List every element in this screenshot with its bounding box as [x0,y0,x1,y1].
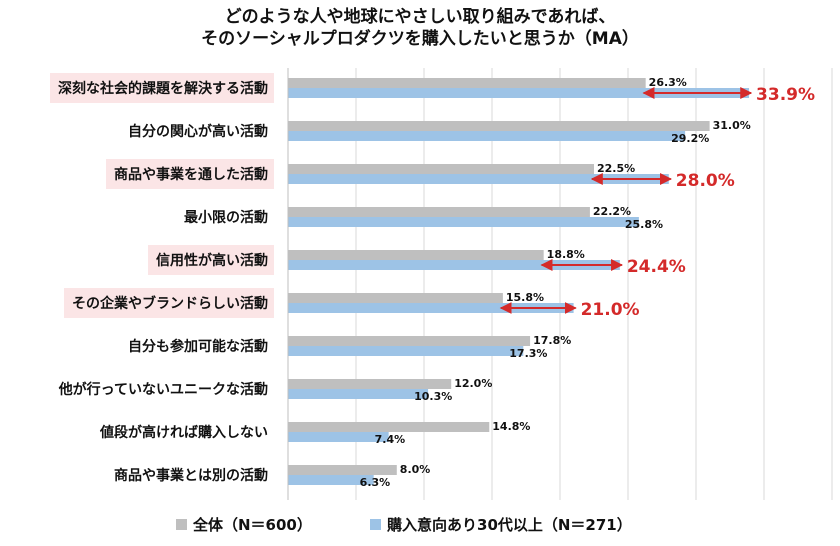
category-highlight-5 [64,288,274,318]
value-label-target-0: 33.9% [756,85,815,105]
value-label-target-5: 21.0% [581,300,640,320]
category-highlight-2 [106,159,274,189]
bar-overall-0 [288,78,646,88]
value-label-target-2: 28.0% [676,171,735,191]
category-label-5: その企業やブランドらしい活動 [72,295,268,312]
value-label-overall-6: 17.8% [533,334,571,347]
category-label-6: 自分も参加可能な活動 [128,338,268,355]
bar-overall-3 [288,207,590,217]
value-label-target-9: 6.3% [360,476,391,489]
value-label-overall-4: 18.8% [547,248,585,261]
bar-overall-4 [288,250,544,260]
bar-overall-7 [288,379,452,389]
bar-overall-9 [288,465,397,475]
value-label-overall-8: 14.8% [492,420,530,433]
value-label-target-8: 7.4% [375,433,406,446]
value-label-target-6: 17.3% [509,347,547,360]
bar-target-1 [288,131,686,141]
category-label-0: 深刻な社会的課題を解決する活動 [58,80,268,97]
legend-label-target: 購入意向あり30代以上（N＝271） [387,516,632,534]
legend-swatch-target [370,519,381,530]
bar-overall-6 [288,336,531,346]
bar-overall-5 [288,293,503,303]
value-label-target-4: 24.4% [627,257,686,277]
value-label-target-1: 29.2% [671,132,709,145]
bar-target-2 [288,174,669,184]
bar-overall-1 [288,121,710,131]
bar-target-3 [288,217,639,227]
category-label-4: 信用性が高い活動 [156,252,268,269]
legend-item-target: 購入意向あり30代以上（N＝271） [370,514,632,535]
legend: 全体（N＝600） 購入意向あり30代以上（N＝271） [0,510,840,538]
value-label-overall-7: 12.0% [454,377,492,390]
bar-target-4 [288,260,620,270]
category-label-1: 自分の関心が高い活動 [128,123,268,140]
bar-target-8 [288,432,389,442]
value-label-overall-2: 22.5% [597,162,635,175]
chart-title-line-1: どのような人や地球にやさしい取り組みであれば、 [224,7,616,27]
bar-target-7 [288,389,429,399]
legend-item-overall: 全体（N＝600） [176,514,312,535]
category-label-9: 商品や事業とは別の活動 [114,467,268,484]
bar-overall-8 [288,422,490,432]
value-label-target-7: 10.3% [414,390,452,403]
category-highlight-4 [148,245,274,275]
value-label-target-3: 25.8% [625,218,663,231]
category-highlight-0 [50,73,274,103]
bar-overall-2 [288,164,594,174]
chart-title-line-2: そのソーシャルプロダクツを購入したいと思うか（MA） [201,29,639,49]
value-label-overall-0: 26.3% [649,76,687,89]
bar-target-5 [288,303,574,313]
bar-chart: 深刻な社会的課題を解決する活動 26.3% 33.9% 自分の関心が高い活動 31.0%… [50,68,833,500]
legend-label-overall: 全体（N＝600） [193,516,312,534]
legend-swatch-overall [176,519,187,530]
bar-target-0 [288,88,750,98]
category-label-3: 最小限の活動 [184,209,268,226]
value-label-overall-5: 15.8% [506,291,544,304]
bar-target-6 [288,346,524,356]
value-label-overall-3: 22.2% [593,205,631,218]
chart-title: どのような人や地球にやさしい取り組みであれば、 そのソーシャルプロダクツを購入し… [0,6,840,50]
category-label-2: 商品や事業を通した活動 [114,166,268,183]
category-label-8: 値段が高ければ購入しない [99,424,268,441]
bar-target-9 [288,475,374,485]
category-label-7: 他が行っていないユニークな活動 [58,381,268,398]
value-label-overall-1: 31.0% [713,119,751,132]
value-label-overall-9: 8.0% [400,463,431,476]
